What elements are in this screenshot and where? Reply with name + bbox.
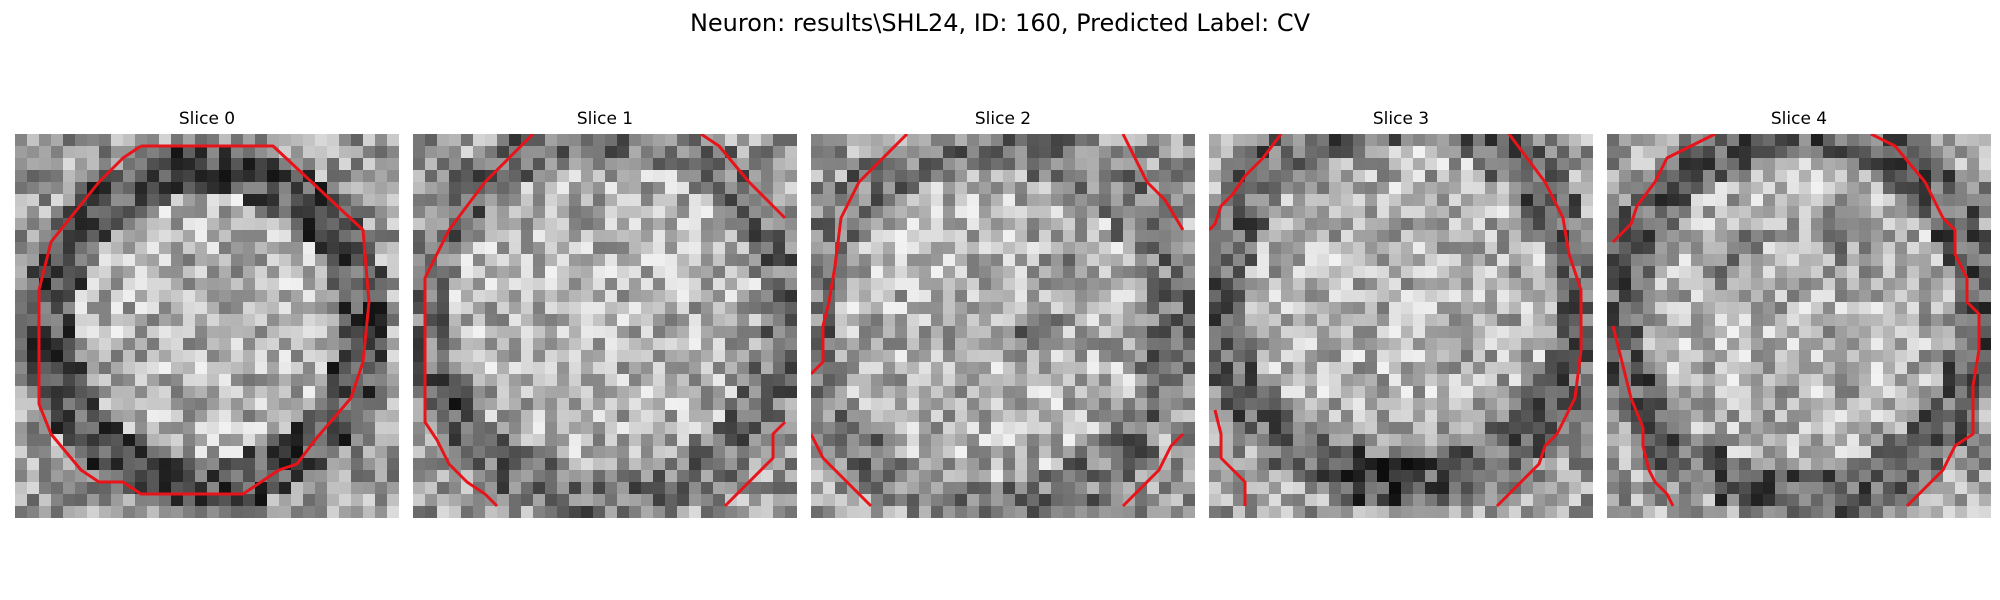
slice-title-2: Slice 2: [974, 109, 1032, 129]
contour-line: [811, 433, 873, 508]
pixel-grid: [1607, 134, 1991, 518]
contour-line: [1495, 134, 1583, 508]
contour-line: [423, 134, 535, 508]
contour-line: [1611, 134, 1716, 244]
contour-line: [1209, 134, 1283, 232]
contour-line: [1213, 409, 1247, 506]
slice-image-4: [1607, 134, 1991, 518]
contour-line: [37, 144, 371, 496]
contour-line: [1870, 134, 1981, 508]
pixel-grid: [1209, 134, 1593, 518]
figure-title: Neuron: results\SHL24, ID: 160, Predicte…: [689, 9, 1311, 37]
slice-image-3: [1209, 134, 1593, 518]
slice-image-0: [15, 134, 399, 518]
slice-title-1: Slice 1: [576, 109, 634, 129]
pixel-grid: [413, 134, 797, 518]
slice-title-0: Slice 0: [178, 109, 236, 129]
slice-image-1: [413, 134, 797, 518]
contour-line: [1121, 134, 1185, 231]
pixel-grid: [811, 134, 1195, 518]
slice-image-2: [811, 134, 1195, 518]
slice-title-4: Slice 4: [1770, 109, 1828, 129]
contour-line: [723, 420, 787, 508]
slice-title-3: Slice 3: [1372, 109, 1430, 129]
contour-line: [1121, 432, 1185, 508]
contour-line: [811, 134, 909, 376]
contour-line: [700, 134, 787, 220]
contour-line: [1611, 325, 1675, 507]
pixel-grid: [15, 134, 399, 518]
